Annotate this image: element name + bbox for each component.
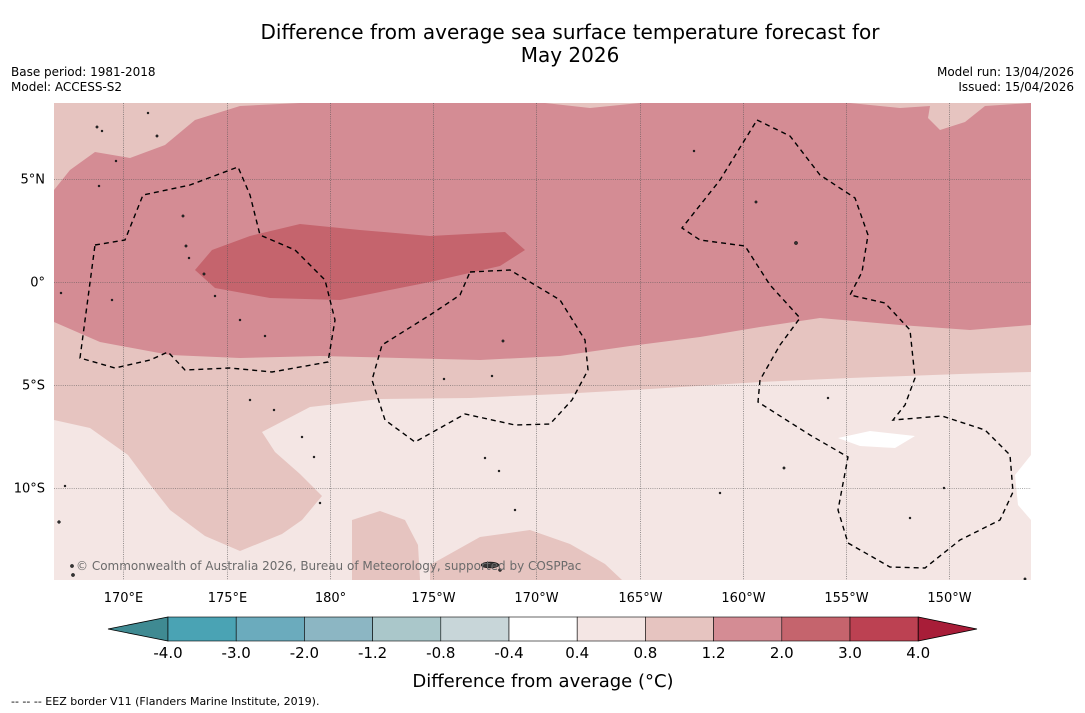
lon-label: 175°W <box>411 591 455 606</box>
title-line-1: Difference from average sea surface temp… <box>260 20 880 44</box>
colorbar-extend-low <box>107 616 169 642</box>
copyright-notice: © Commonwealth of Australia 2026, Bureau… <box>76 559 581 573</box>
lon-label: 150°W <box>927 591 971 606</box>
meta-right: Model run: 13/04/2026 Issued: 15/04/2026 <box>937 65 1074 95</box>
colorbar-tick-label: -1.2 <box>358 644 387 662</box>
lon-label: 160°W <box>721 591 765 606</box>
colorbar-segment <box>304 616 373 642</box>
colorbar-segment <box>781 616 851 642</box>
title-line-2: May 2026 <box>520 43 620 67</box>
colorbar-tick-label: 3.0 <box>838 644 862 662</box>
colorbar-segment <box>645 616 714 642</box>
colorbar-tick-label: -4.0 <box>153 644 182 662</box>
colorbar-tick-label: 0.4 <box>565 644 589 662</box>
lat-label: 5°S <box>22 379 45 394</box>
anomaly-band-near-zero <box>838 431 915 448</box>
meta-left: Base period: 1981-2018 Model: ACCESS-S2 <box>11 65 156 95</box>
lon-label: 170°W <box>514 591 558 606</box>
latitude-labels: 5°N 0° 5°S 10°S <box>14 173 45 497</box>
colorbar-segment <box>372 616 442 642</box>
colorbar-tick-label: -3.0 <box>222 644 251 662</box>
colorbar-tick-label: 1.2 <box>702 644 726 662</box>
lat-label: 5°N <box>21 173 46 188</box>
lon-label: 170°E <box>104 591 144 606</box>
anomaly-band-0.8-1.2 <box>352 511 420 580</box>
colorbar-tick-label: -0.4 <box>494 644 523 662</box>
anomaly-band-2.0-3.0 <box>195 224 525 300</box>
anomaly-band-1.2-2.0 <box>54 103 1031 360</box>
model-name: Model: ACCESS-S2 <box>11 80 123 94</box>
colorbar-title: Difference from average (°C) <box>412 671 673 692</box>
colorbar-tick-label: 4.0 <box>906 644 930 662</box>
colorbar-segment <box>713 616 783 642</box>
colorbar-segment <box>235 616 305 642</box>
anomaly-band-near-zero <box>1015 455 1031 520</box>
colorbar-segment <box>576 616 646 642</box>
colorbar-extend-high <box>917 616 978 642</box>
eez-footnote: -- -- -- EEZ border V11 (Flanders Marine… <box>11 695 320 708</box>
colorbar-segment <box>167 616 237 642</box>
lon-label: 155°W <box>824 591 868 606</box>
colorbar-segment <box>508 616 578 642</box>
graticule <box>54 103 1031 580</box>
issued-date: Issued: 15/04/2026 <box>958 80 1074 94</box>
islands <box>57 111 1027 580</box>
lon-label: 175°E <box>208 591 248 606</box>
lon-label: 165°W <box>618 591 662 606</box>
lat-label: 0° <box>30 276 45 291</box>
eez-borders <box>79 119 1014 569</box>
colorbar <box>107 616 978 642</box>
model-run: Model run: 13/04/2026 <box>936 65 1074 79</box>
colorbar-tick-label: 0.8 <box>633 644 657 662</box>
colorbar-segment <box>849 616 919 642</box>
colorbar-tick-labels: -4.0 -3.0 -2.0 -1.2 -0.8 -0.4 0.4 0.8 1.2 2.0 3.0 4… <box>153 644 930 662</box>
lon-label: 180° <box>315 591 346 606</box>
colorbar-tick-label: -0.8 <box>426 644 455 662</box>
sst-anomaly-map: © Commonwealth of Australia 2026, Bureau… <box>54 103 1031 580</box>
anomaly-band-0.8-1.2 <box>430 530 622 580</box>
chart-title: Difference from average sea surface temp… <box>170 21 970 67</box>
base-period: Base period: 1981-2018 <box>11 65 156 79</box>
colorbar-tick-label: -2.0 <box>290 644 319 662</box>
lat-label: 10°S <box>14 482 45 497</box>
colorbar-tick-label: 2.0 <box>770 644 794 662</box>
longitude-labels: 170°E 175°E 180° 175°W 170°W 165°W 160°W 155°W 1… <box>104 591 972 606</box>
colorbar-segment <box>440 616 510 642</box>
